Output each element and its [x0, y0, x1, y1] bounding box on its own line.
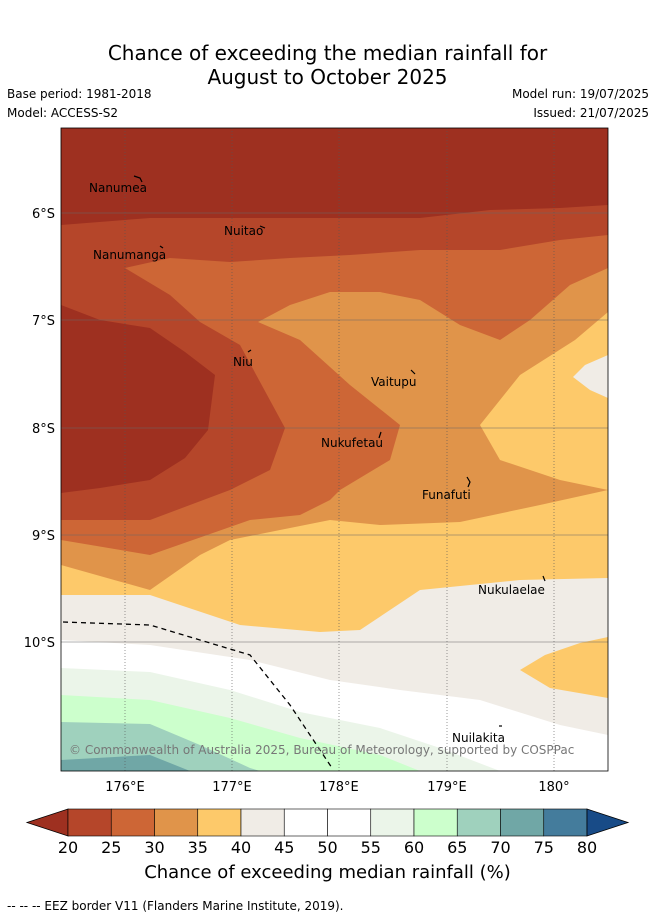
place-label-funafuti: Funafuti: [422, 488, 471, 502]
colorbar-tick-label: 70: [490, 838, 510, 857]
place-label-nanumea: Nanumea: [89, 181, 147, 195]
colorbar-tick-label: 55: [361, 838, 381, 857]
colorbar-segment: [283, 808, 328, 837]
colorbar-tick-label: 80: [577, 838, 597, 857]
colorbar-segment: [327, 808, 372, 837]
colorbar-title: Chance of exceeding median rainfall (%): [144, 862, 511, 883]
lon-tick-176e: 176°E: [105, 780, 145, 795]
lat-tick-9s: 9°S: [32, 529, 55, 544]
model-run-label: Model run: 19/07/2025: [511, 87, 649, 101]
place-label-nuilakita: Nuilakita: [452, 731, 505, 745]
lon-tick-178e: 178°E: [319, 780, 359, 795]
place-label-nukufetau: Nukufetau: [321, 436, 383, 450]
colorbar-tick-label: 25: [101, 838, 121, 857]
eez-border-line: [62, 621, 333, 769]
graticule: [124, 128, 555, 771]
colorbar-segment: [413, 808, 458, 837]
copyright-notice: © Commonwealth of Australia 2025, Bureau…: [69, 743, 574, 757]
colorbar-extend-low: [25, 808, 69, 837]
colorbar-segment: [154, 808, 199, 837]
place-label-vaitupu: Vaitupu: [371, 375, 417, 389]
lon-tick-179e: 179°E: [427, 780, 467, 795]
lon-tick-177e: 177°E: [212, 780, 252, 795]
colorbar-tick-label: 40: [231, 838, 251, 857]
colorbar-tick-label: 60: [404, 838, 424, 857]
island-outlines: [133, 175, 546, 727]
colorbar-segment: [500, 808, 545, 837]
colorbar-segment: [240, 808, 285, 837]
colorbar-tick-label: 30: [144, 838, 164, 857]
place-label-nukulaelae: Nukulaelae: [478, 583, 545, 597]
base-period-label: Base period: 1981-2018: [7, 87, 152, 101]
colorbar-tick-label: 45: [274, 838, 294, 857]
rainfall-probability-map: [61, 128, 608, 771]
lon-tick-180: 180°: [538, 780, 569, 795]
colorbar-tick-label: 50: [317, 838, 337, 857]
colorbar-tick-label: 20: [58, 838, 78, 857]
place-label-nanumanga: Nanumanga: [93, 248, 166, 262]
lat-tick-8s: 8°S: [32, 422, 55, 437]
eez-footnote: -- -- -- EEZ border V11 (Flanders Marine…: [7, 899, 344, 913]
colorbar-tick-label: 75: [534, 838, 554, 857]
lat-tick-6s: 6°S: [32, 207, 55, 222]
colorbar-segment: [67, 808, 112, 837]
colorbar-segment: [543, 808, 588, 837]
colorbar-extend-high: [586, 808, 630, 837]
colorbar-segment: [370, 808, 415, 837]
colorbar-segment: [456, 808, 501, 837]
map-title-line-1: Chance of exceeding the median rainfall …: [107, 41, 548, 65]
model-label: Model: ACCESS-S2: [7, 106, 119, 120]
colorbar-segment: [110, 808, 155, 837]
issued-label: Issued: 21/07/2025: [533, 106, 649, 120]
colorbar-segment: [197, 808, 242, 837]
colorbar-tick-label: 65: [447, 838, 467, 857]
map-title-line-2: August to October 2025: [207, 65, 448, 89]
place-label-niu: Niu: [233, 355, 253, 369]
longitude-labels: 176°E 177°E 178°E 179°E 180°: [105, 780, 569, 795]
lat-tick-7s: 7°S: [32, 314, 55, 329]
colorbar-tick-label: 35: [188, 838, 208, 857]
colorbar: 20 25 30 35 40 45 50 55 60 65 70 75 80: [25, 808, 630, 857]
place-label-nuitao: Nuitao: [224, 224, 263, 238]
place-labels: Nanumea Nuitao Nanumanga Niu Vaitupu Nuk…: [89, 181, 545, 745]
latitude-labels: 6°S 7°S 8°S 9°S 10°S: [24, 207, 55, 651]
lat-tick-10s: 10°S: [24, 636, 55, 651]
